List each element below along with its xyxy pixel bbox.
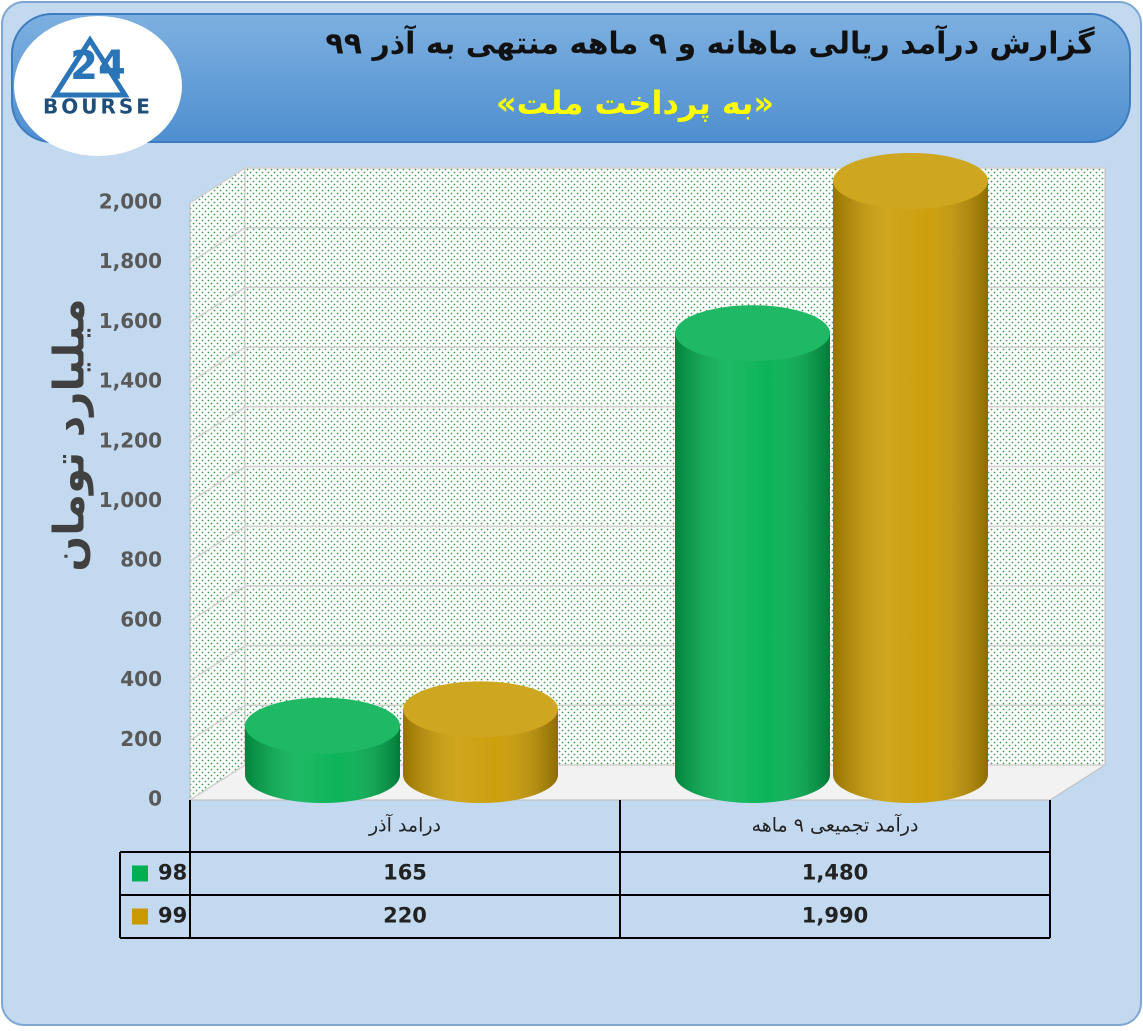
chart-subtitle: «به پرداخت ملت» xyxy=(496,84,774,122)
y-tick-label: 200 xyxy=(120,727,162,751)
y-tick-label: 400 xyxy=(120,667,162,691)
x-tick-label: درامد آذر xyxy=(368,813,441,837)
bar-shade xyxy=(675,333,830,804)
grid-line-side xyxy=(189,704,246,741)
y-tick-label: 1,400 xyxy=(99,369,162,393)
logo-name: BOURSE xyxy=(43,95,153,119)
grid-line-side xyxy=(189,227,246,264)
bar-top xyxy=(833,152,988,209)
grid-line-side xyxy=(189,346,246,383)
x-tick-label: درآمد تجمیعی ۹ ماهه xyxy=(752,813,919,837)
bar-top xyxy=(675,305,830,362)
chart-title: گزارش درآمد ریالی ماهانه و ۹ ماهه منتهی … xyxy=(325,25,1095,62)
grid-line-side xyxy=(189,465,246,503)
logo-bg xyxy=(14,16,182,156)
grid-line-side xyxy=(189,286,246,324)
logo-icon xyxy=(50,35,130,98)
data-label: 220 xyxy=(383,904,427,928)
logo-mark: 24 xyxy=(70,43,126,89)
legend-swatch xyxy=(132,865,148,882)
y-tick-label: 600 xyxy=(120,607,162,631)
grid-line-side xyxy=(189,406,246,443)
legend-label: 98 xyxy=(158,861,187,885)
bar-top-shade xyxy=(675,305,830,362)
bar-top-shade xyxy=(833,152,988,209)
data-label: 1,480 xyxy=(802,861,868,885)
y-tick-label: 0 xyxy=(148,787,162,811)
bar-shade xyxy=(833,180,988,804)
legend-swatch xyxy=(132,908,148,925)
y-axis-label: میلیارد تومان xyxy=(45,298,95,571)
bar-top-shade xyxy=(403,681,558,738)
grid-line-side xyxy=(189,525,246,562)
y-tick-label: 800 xyxy=(120,548,162,572)
bar-top xyxy=(245,697,400,754)
legend-label: 99 xyxy=(158,904,187,928)
grid-line-side xyxy=(189,764,246,801)
header xyxy=(11,13,1131,143)
y-tick-label: 1,800 xyxy=(99,249,162,273)
data-label: 165 xyxy=(383,861,427,885)
y-tick-label: 1,000 xyxy=(99,488,162,512)
y-tick-label: 1,200 xyxy=(99,428,162,452)
y-tick-label: 2,000 xyxy=(99,190,162,214)
grid-line-side xyxy=(189,585,246,622)
bar-top-shade xyxy=(245,697,400,754)
bar-top xyxy=(403,681,558,738)
grid-line-side xyxy=(189,644,246,682)
data-label: 1,990 xyxy=(802,904,868,928)
y-tick-label: 1,600 xyxy=(99,309,162,333)
grid-line-side xyxy=(189,167,246,204)
